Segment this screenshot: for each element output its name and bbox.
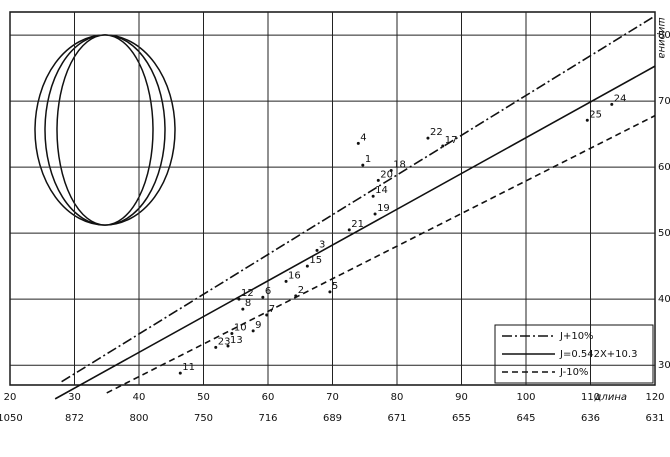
series-line xyxy=(54,65,656,400)
point-label: 16 xyxy=(288,270,301,281)
point-label: 21 xyxy=(351,219,364,230)
x-tick-label: 100 xyxy=(516,392,535,403)
x-tick-label: 40 xyxy=(133,392,146,403)
x-axis-label: длина xyxy=(594,392,627,403)
point-label: 1 xyxy=(365,154,371,165)
data-point xyxy=(265,313,269,317)
data-point xyxy=(356,141,360,145)
point-label: 12 xyxy=(241,288,254,299)
x2-tick-label: 631 xyxy=(645,413,664,424)
y-tick-label: 50 xyxy=(658,228,670,239)
point-label: 2 xyxy=(298,285,304,296)
x-tick-label: 60 xyxy=(262,392,275,403)
data-point xyxy=(241,307,245,311)
legend-label: J=0.542X+10.3 xyxy=(559,349,637,360)
data-point xyxy=(251,329,255,333)
data-point xyxy=(441,144,445,148)
series-line xyxy=(61,15,656,383)
data-point xyxy=(361,163,365,167)
point-label: 7 xyxy=(269,304,275,315)
x-tick-label: 70 xyxy=(326,392,339,403)
point-label: 17 xyxy=(445,135,458,146)
x2-tick-label: 1050 xyxy=(0,413,23,424)
point-label: 10 xyxy=(234,323,247,334)
legend-label: J+10% xyxy=(559,331,594,342)
data-point xyxy=(294,294,298,298)
data-point xyxy=(284,279,288,283)
y-tick-label: 40 xyxy=(658,294,670,305)
data-point xyxy=(376,178,380,182)
x2-tick-label: 671 xyxy=(387,413,406,424)
x2-tick-label: 636 xyxy=(581,413,600,424)
x-tick-label: 50 xyxy=(197,392,210,403)
x2-tick-label: 872 xyxy=(65,413,84,424)
y-axis-label: ширина xyxy=(656,17,667,58)
x-tick-label: 30 xyxy=(68,392,81,403)
data-point xyxy=(315,248,319,252)
point-label: 5 xyxy=(332,281,338,292)
point-label: 13 xyxy=(230,335,243,346)
point-label: 18 xyxy=(393,159,406,170)
x-tick-label: 110 xyxy=(581,392,600,403)
data-point xyxy=(214,345,218,349)
data-point xyxy=(373,212,377,216)
data-point xyxy=(389,168,393,172)
point-label: 6 xyxy=(265,286,271,297)
data-point xyxy=(230,332,234,336)
point-label: 9 xyxy=(255,320,261,331)
point-label: 25 xyxy=(589,109,602,120)
x-tick-label: 120 xyxy=(645,392,664,403)
point-label: 22 xyxy=(430,127,443,138)
y-tick-label: 60 xyxy=(658,162,670,173)
data-point xyxy=(585,118,589,122)
point-label: 4 xyxy=(360,132,366,143)
point-label: 8 xyxy=(245,298,251,309)
ellipse-sketch xyxy=(34,34,176,226)
x-tick-label: 80 xyxy=(391,392,404,403)
point-label: 3 xyxy=(319,239,325,250)
series-line xyxy=(106,114,656,394)
point-label: 24 xyxy=(614,93,627,104)
data-point xyxy=(610,102,614,106)
point-label: 14 xyxy=(375,185,388,196)
data-point xyxy=(347,228,351,232)
data-point xyxy=(305,264,309,268)
x2-tick-label: 800 xyxy=(129,413,148,424)
point-label: 20 xyxy=(380,169,393,180)
x2-tick-label: 689 xyxy=(323,413,342,424)
x-tick-label: 90 xyxy=(455,392,468,403)
x-tick-label: 20 xyxy=(4,392,17,403)
data-point xyxy=(178,371,182,375)
data-point xyxy=(226,344,230,348)
legend-label: J-10% xyxy=(559,367,588,378)
point-label: 23 xyxy=(218,336,231,347)
point-label: 11 xyxy=(182,362,195,373)
x2-tick-label: 645 xyxy=(516,413,535,424)
data-point xyxy=(426,136,430,140)
x2-tick-label: 716 xyxy=(258,413,277,424)
point-label: 19 xyxy=(377,203,390,214)
data-point xyxy=(328,290,332,294)
data-point xyxy=(261,295,265,299)
x2-tick-label: 655 xyxy=(452,413,471,424)
y-tick-label: 30 xyxy=(658,360,670,371)
data-point xyxy=(371,194,375,198)
y-tick-label: 70 xyxy=(658,96,670,107)
data-point xyxy=(237,297,241,301)
x2-tick-label: 750 xyxy=(194,413,213,424)
y-tick-label: 80 xyxy=(658,30,670,41)
point-label: 15 xyxy=(309,255,322,266)
